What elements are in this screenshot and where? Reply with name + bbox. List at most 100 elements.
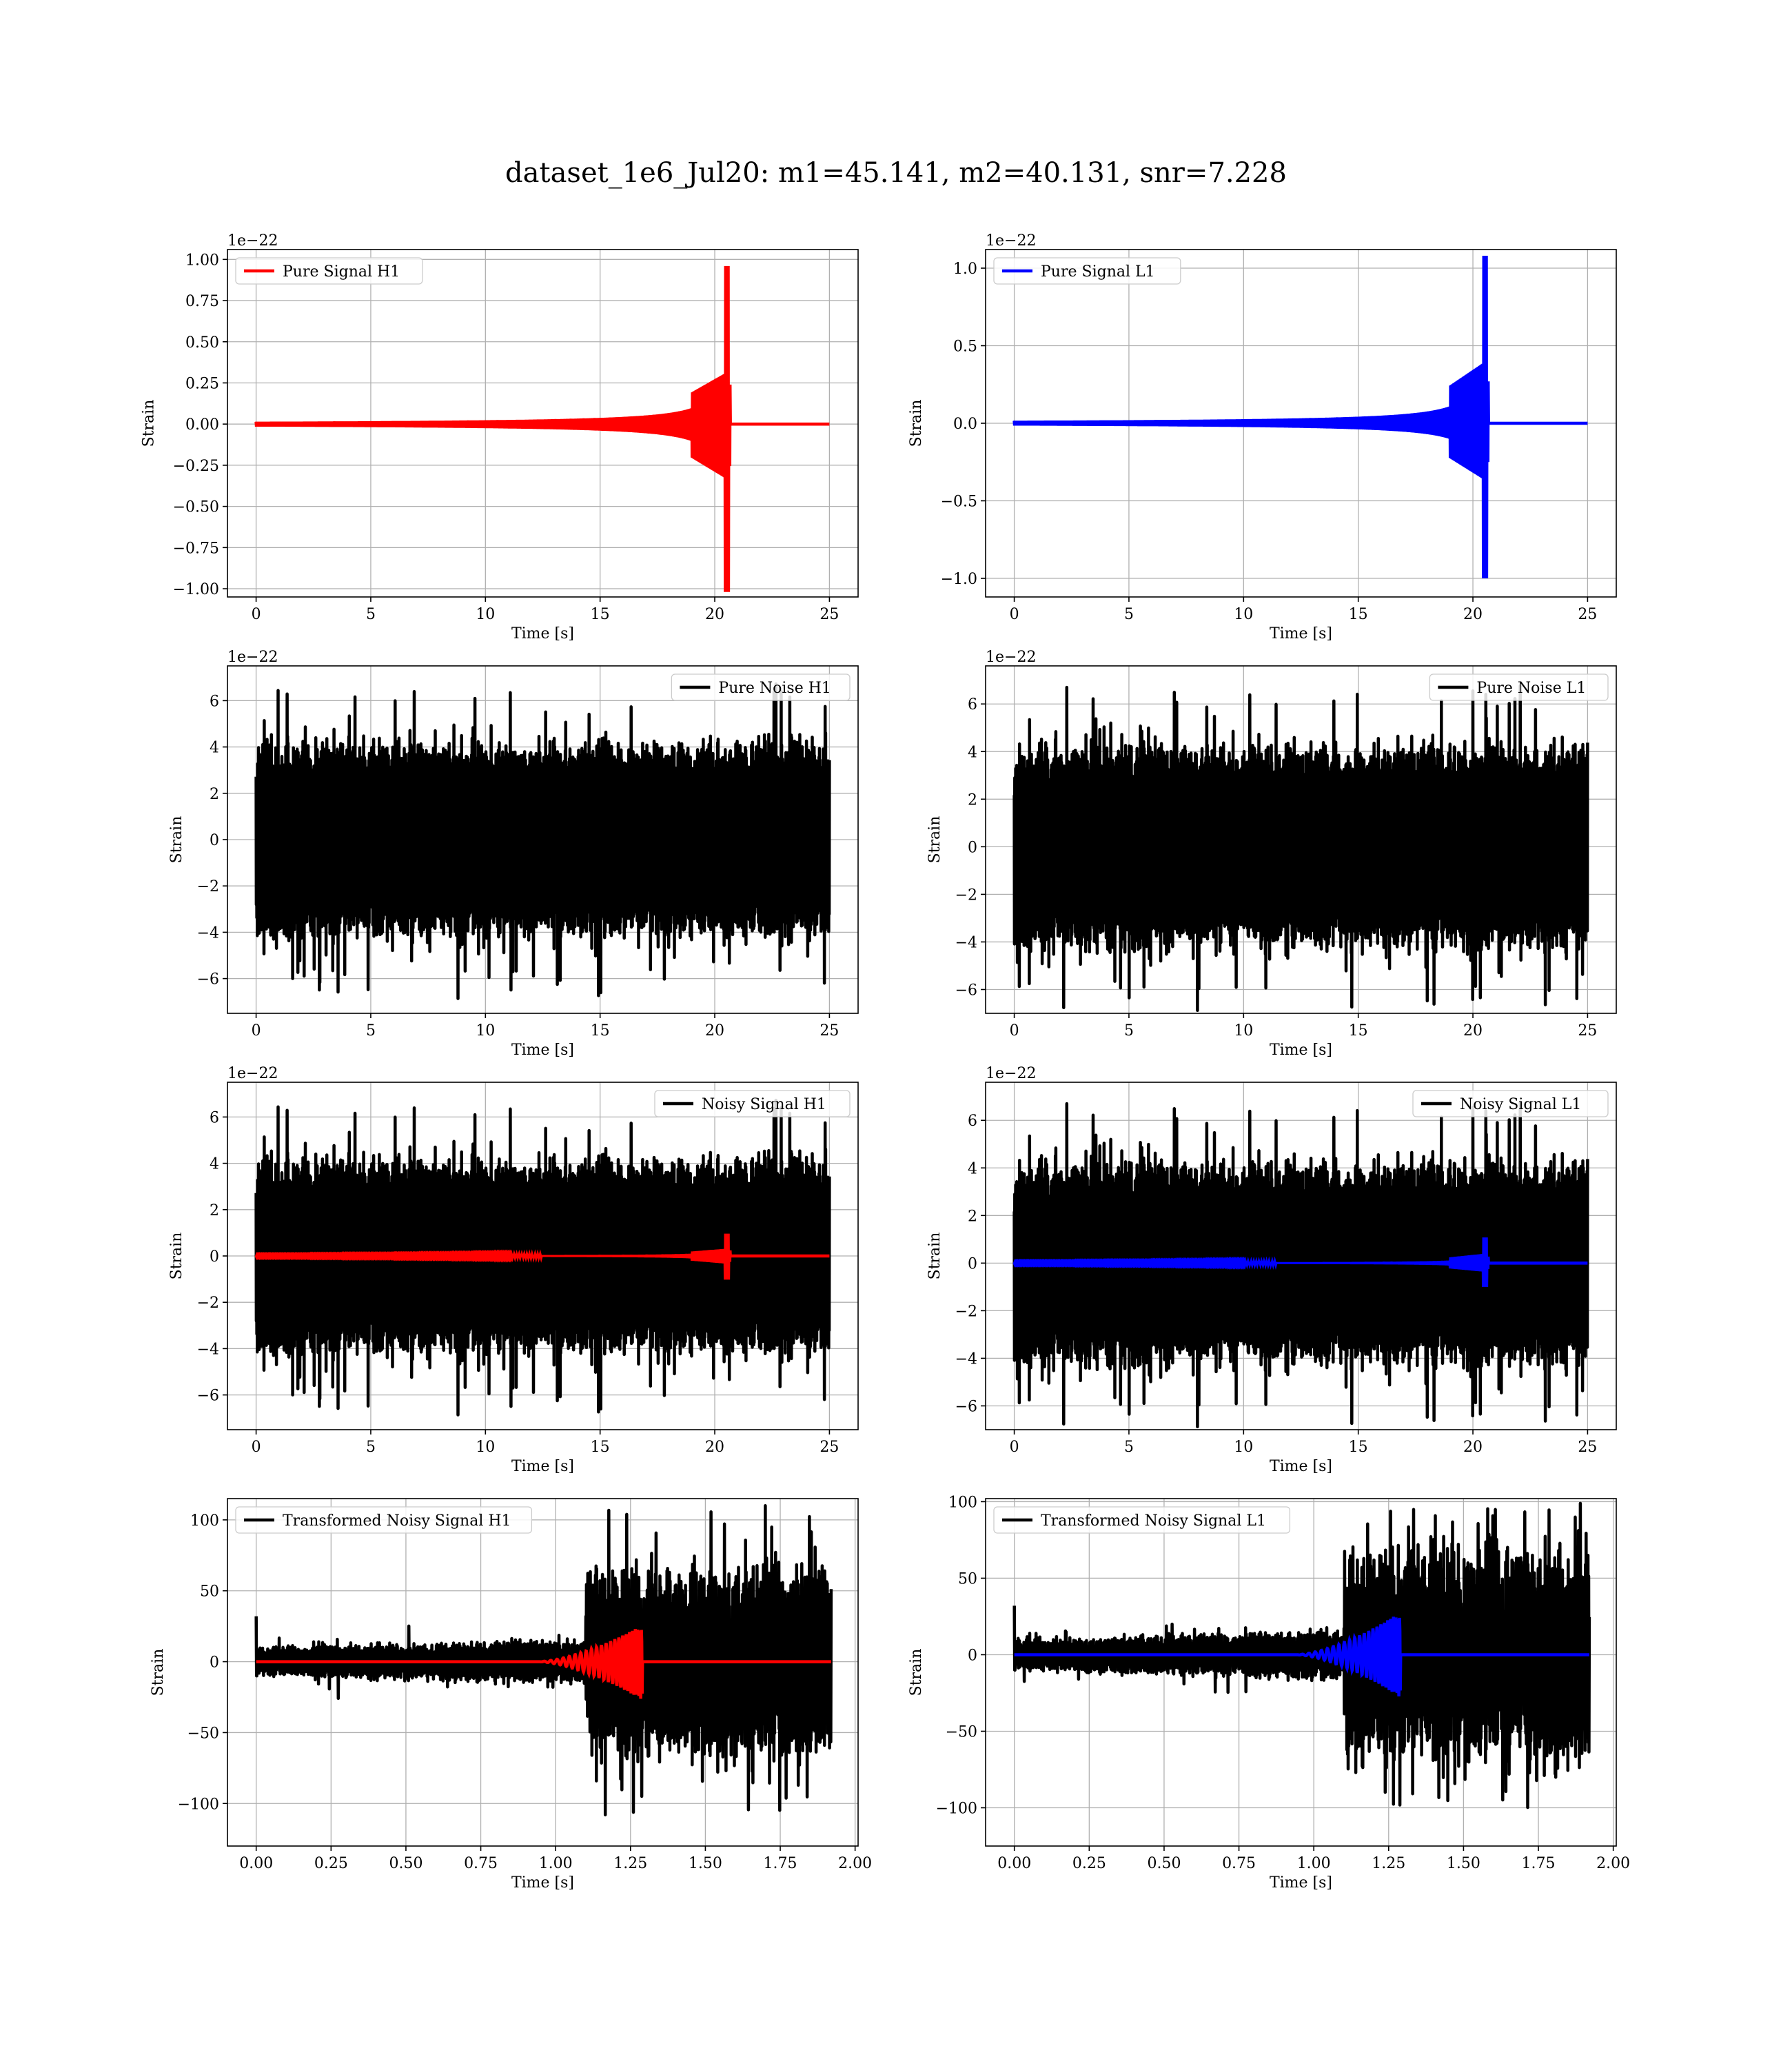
pure-noise-h1-panel: 0 5 10 15 20 25 −6 −4 −2 0 2 4 6 Time [s] Strain 1e−22 P… <box>168 649 859 1059</box>
x-tick-label: 0.50 <box>1147 1855 1181 1872</box>
y-tick-label: 0.5 <box>953 338 977 356</box>
y-tick-label: 4 <box>210 740 219 757</box>
legend: Transformed Noisy Signal L1 <box>993 1506 1291 1534</box>
legend-entry: Pure Noise L1 <box>1476 680 1586 697</box>
y-tick-label: 4 <box>968 1160 977 1177</box>
x-tick-label: 0.50 <box>389 1855 422 1872</box>
pure-noise-l1-panel: 0 5 10 15 20 25 −6 −4 −2 0 2 4 6 Time [s] Strain 1e−22 P… <box>926 649 1617 1059</box>
x-axis-label: Time [s] <box>511 625 574 642</box>
transformed-noisy-signal-l1-plot-area <box>1012 1501 1591 1810</box>
y-tick-label: 2 <box>968 791 977 809</box>
y-tick-label: 0 <box>968 1647 977 1664</box>
y-tick-label: −6 <box>197 1388 219 1405</box>
y-tick-label: −100 <box>178 1796 219 1813</box>
x-axis-label: Time [s] <box>511 1458 574 1475</box>
y-axis-label: Strain <box>926 1233 944 1280</box>
y-tick-label: −100 <box>936 1800 977 1817</box>
y-tick-label: −2 <box>197 1295 219 1312</box>
legend-entry: Transformed Noisy Signal H1 <box>283 1512 511 1530</box>
y-tick-label: 6 <box>210 693 219 710</box>
y-axis-label: Strain <box>141 400 158 447</box>
legend-box <box>671 673 851 701</box>
y-tick-label: 0 <box>210 1654 219 1672</box>
legend: Noisy Signal L1 <box>1412 1090 1609 1117</box>
y-tick-label: −0.5 <box>941 494 977 511</box>
x-axis-label: Time [s] <box>511 1042 574 1059</box>
x-tick-label: 10 <box>1234 1439 1253 1456</box>
y-tick-label: 100 <box>948 1494 977 1511</box>
x-tick-label: 20 <box>705 606 724 623</box>
y-tick-label: 1.0 <box>953 261 977 278</box>
series-line-1 <box>254 265 830 592</box>
x-tick-label: 5 <box>1124 1022 1134 1040</box>
x-tick-label: 15 <box>1349 1022 1368 1040</box>
y-offset-text: 1e−22 <box>227 649 278 666</box>
x-tick-label: 0 <box>1010 606 1019 623</box>
x-tick-label: 5 <box>366 1439 376 1456</box>
x-tick-label: 0 <box>252 1439 261 1456</box>
y-offset-text: 1e−22 <box>227 1065 278 1082</box>
noisy-signal-h1-panel: 0 5 10 15 20 25 −6 −4 −2 0 2 4 6 Time [s] Strain 1e−22 N… <box>168 1065 859 1475</box>
y-offset-text: 1e−22 <box>986 1065 1036 1082</box>
y-tick-label: −6 <box>955 1398 977 1415</box>
y-axis-label: Strain <box>168 1233 185 1280</box>
y-tick-label: −4 <box>197 924 219 942</box>
y-tick-label: −0.25 <box>173 458 219 475</box>
noisy-signal-l1-panel: 0 5 10 15 20 25 −6 −4 −2 0 2 4 6 Time [s] Strain 1e−22 N… <box>926 1065 1617 1475</box>
y-tick-label: 6 <box>210 1109 219 1126</box>
pure-signal-h1-plot-area <box>254 265 830 592</box>
x-tick-label: 15 <box>1349 606 1368 623</box>
series-line-2 <box>1014 1616 1589 1696</box>
x-tick-label: 1.75 <box>1522 1855 1556 1872</box>
series-line-1 <box>1012 255 1588 579</box>
y-tick-label: 2 <box>210 1202 219 1219</box>
pure-noise-l1-plot-area <box>1012 684 1589 1013</box>
x-tick-label: 1.00 <box>539 1855 573 1872</box>
y-tick-label: −4 <box>197 1341 219 1358</box>
x-tick-label: 0 <box>252 606 261 623</box>
legend: Pure Signal L1 <box>993 257 1181 285</box>
y-offset-text: 1e−22 <box>227 232 278 250</box>
x-tick-label: 0.75 <box>464 1855 498 1872</box>
y-tick-label: −50 <box>946 1723 977 1741</box>
axes-frame <box>227 1498 859 1847</box>
y-tick-label: 6 <box>968 696 977 713</box>
series-line-2 <box>1012 1237 1588 1287</box>
x-tick-label: 15 <box>591 606 610 623</box>
y-tick-label: 6 <box>968 1113 977 1130</box>
y-tick-label: 0.25 <box>185 375 219 392</box>
y-tick-label: −2 <box>955 1303 977 1320</box>
legend-entry: Pure Noise H1 <box>718 680 831 697</box>
x-tick-label: 25 <box>819 1439 839 1456</box>
axes-frame <box>985 1082 1617 1430</box>
x-tick-label: 25 <box>819 606 839 623</box>
y-tick-label: −2 <box>955 886 977 904</box>
series-line-1 <box>254 1098 831 1417</box>
y-tick-label: −6 <box>955 982 977 999</box>
x-tick-label: 0.25 <box>314 1855 348 1872</box>
pure-noise-h1-plot-area <box>254 682 831 1000</box>
x-tick-label: 20 <box>1463 1022 1483 1040</box>
y-axis-label: Strain <box>150 1649 167 1696</box>
figure-title: dataset_1e6_Jul20: m1=45.141, m2=40.131,… <box>505 157 1287 189</box>
y-tick-label: 0 <box>210 1248 219 1266</box>
x-tick-label: 25 <box>1578 606 1597 623</box>
legend-box <box>235 1506 533 1534</box>
x-tick-label: 2.00 <box>1596 1855 1630 1872</box>
y-tick-label: 100 <box>190 1512 219 1530</box>
x-tick-label: 20 <box>705 1439 724 1456</box>
pure-signal-l1-plot-area <box>1012 255 1588 579</box>
y-tick-label: 50 <box>200 1583 219 1601</box>
x-tick-label: 0.00 <box>239 1855 273 1872</box>
y-axis-label: Strain <box>908 400 925 447</box>
y-tick-label: 0.75 <box>185 293 219 310</box>
axes-frame <box>227 249 859 598</box>
x-tick-label: 1.50 <box>1447 1855 1480 1872</box>
x-tick-label: 15 <box>591 1022 610 1040</box>
axes-frame <box>985 665 1617 1014</box>
series-line-1 <box>1012 684 1589 1013</box>
y-tick-label: −0.50 <box>173 499 219 516</box>
y-tick-label: −2 <box>197 878 219 895</box>
x-tick-label: 5 <box>1124 1439 1134 1456</box>
x-tick-label: 1.25 <box>1372 1855 1405 1872</box>
